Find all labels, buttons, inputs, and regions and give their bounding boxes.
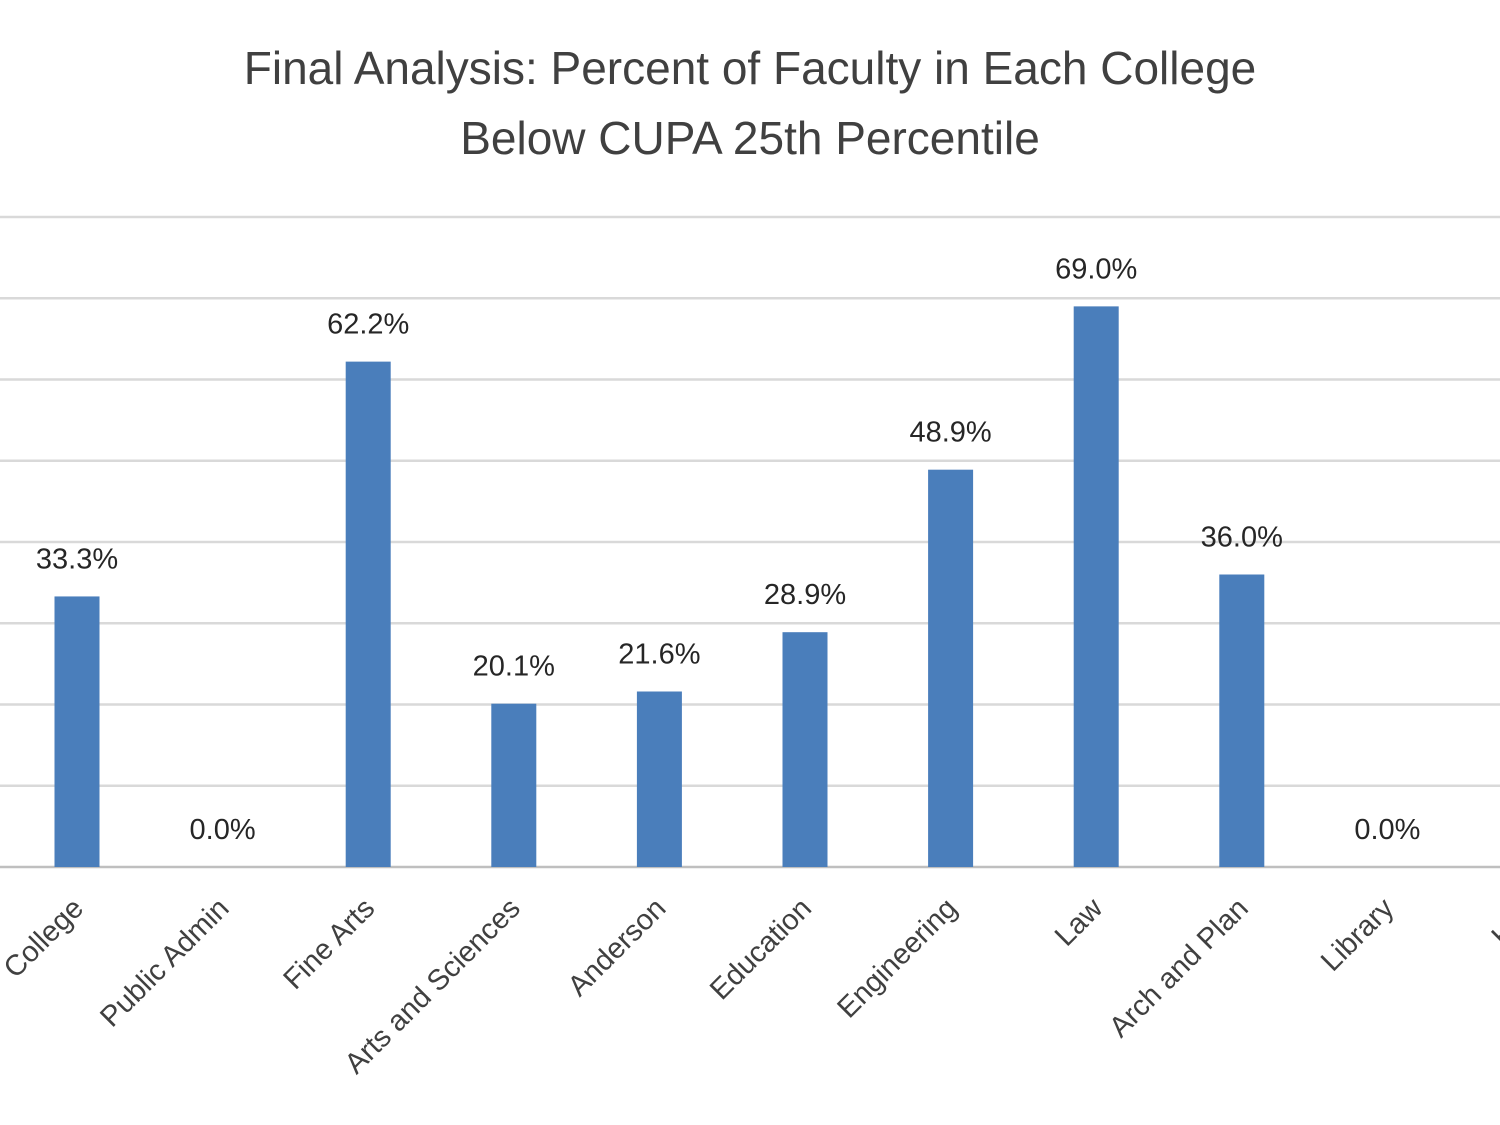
- tick-label-education: Education: [704, 892, 818, 1006]
- bar-engineering: [928, 469, 974, 867]
- bar-law: [1073, 306, 1119, 867]
- bar-arch-and-plan: [1219, 574, 1265, 867]
- bar-fine-arts: [345, 361, 391, 867]
- data-label-law: 69.0%: [1055, 253, 1137, 285]
- bar-arts-and-sciences: [491, 703, 537, 867]
- tick-label-college: College: [0, 892, 90, 984]
- tick-label-law: Law: [1049, 892, 1110, 953]
- chart-title-group: Final Analysis: Percent of Faculty in Ea…: [244, 42, 1257, 164]
- chart-title-line-2: Below CUPA 25th Percentile: [460, 112, 1040, 164]
- bar-college: [54, 596, 100, 867]
- tick-label-hon: Hon: [1486, 892, 1500, 952]
- data-label-arts-and-sciences: 20.1%: [473, 651, 555, 683]
- tick-label-public-admin: Public Admin: [94, 892, 235, 1033]
- tick-label-fine-arts: Fine Arts: [278, 892, 382, 996]
- tick-label-engineering: Engineering: [831, 892, 963, 1024]
- data-label-anderson: 21.6%: [618, 639, 700, 671]
- data-label-arch-and-plan: 36.0%: [1201, 522, 1283, 554]
- tick-label-arch-and-plan: Arch and Plan: [1103, 892, 1254, 1043]
- data-label-fine-arts: 62.2%: [327, 309, 409, 341]
- data-label-engineering: 48.9%: [909, 417, 991, 449]
- data-label-education: 28.9%: [764, 579, 846, 611]
- bar-anderson: [636, 691, 682, 867]
- tick-label-anderson: Anderson: [562, 892, 672, 1002]
- data-label-library: 0.0%: [1354, 814, 1420, 846]
- data-labels: 33.3% 0.0% 62.2% 20.1% 21.6% 28.9% 48.9% 69.0% 3…: [36, 253, 1421, 846]
- gridlines: [0, 215, 1500, 869]
- bar-education: [782, 632, 828, 867]
- data-label-college: 33.3%: [36, 543, 118, 575]
- data-label-public-admin: 0.0%: [190, 814, 256, 846]
- bar-series: [54, 306, 1265, 867]
- chart-title-line-1: Final Analysis: Percent of Faculty in Ea…: [244, 42, 1257, 94]
- tick-label-library: Library: [1315, 892, 1401, 978]
